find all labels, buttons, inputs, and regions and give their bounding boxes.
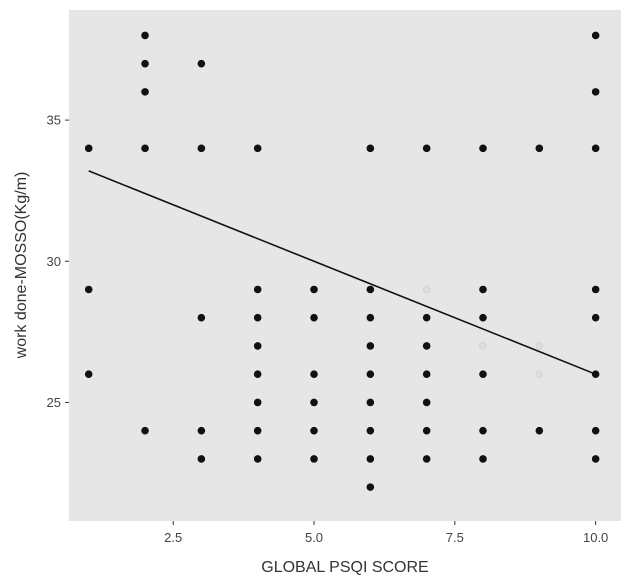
data-point (141, 88, 149, 96)
data-point (84, 285, 93, 294)
data-point (253, 455, 262, 463)
data-point (591, 426, 600, 435)
data-point (253, 313, 262, 322)
data-point (253, 285, 262, 294)
data-point (591, 455, 600, 463)
data-point (253, 426, 262, 435)
data-point (366, 426, 375, 435)
data-point (479, 313, 487, 322)
y-tick-label: 25 (47, 395, 61, 410)
data-point (141, 426, 149, 435)
data-point (310, 370, 318, 378)
data-point (253, 144, 262, 153)
data-point (197, 455, 206, 463)
faint-data-point (422, 285, 431, 294)
data-point (422, 370, 431, 378)
data-point (253, 398, 262, 407)
faint-data-point (479, 342, 487, 350)
data-point (535, 426, 544, 435)
data-point (366, 455, 375, 463)
data-point (197, 426, 206, 435)
data-point (310, 313, 318, 322)
faint-data-point (535, 342, 544, 350)
data-point (366, 342, 375, 350)
x-tick-label: 10.0 (583, 530, 608, 545)
data-point (479, 455, 487, 463)
x-tick-label: 5.0 (305, 530, 323, 545)
x-axis: 2.5 5.0 7.5 10.0 (164, 521, 608, 545)
data-point (310, 426, 318, 435)
data-point (422, 426, 431, 435)
data-point (310, 285, 318, 294)
data-point (591, 31, 600, 40)
data-point (479, 144, 487, 153)
data-point (479, 370, 487, 378)
data-point (84, 370, 93, 378)
data-point (310, 455, 318, 463)
data-point (479, 426, 487, 435)
data-point (591, 144, 600, 153)
data-point (197, 313, 206, 322)
data-point (366, 398, 375, 407)
data-points-layer (84, 31, 600, 491)
data-point (591, 285, 600, 294)
y-axis: 25 30 35 (47, 113, 69, 410)
x-tick-label: 7.5 (446, 530, 464, 545)
data-point (253, 370, 262, 378)
data-point (141, 59, 149, 68)
trend-line (88, 170, 596, 375)
data-point (591, 313, 600, 322)
data-point (422, 313, 431, 322)
faint-data-point (535, 370, 544, 378)
data-point (366, 313, 375, 322)
data-point (422, 398, 431, 407)
data-point (479, 285, 487, 294)
data-point (197, 59, 206, 68)
plot-panel (69, 10, 621, 521)
data-point (197, 144, 206, 153)
data-point (422, 342, 431, 350)
y-axis-title: work done-MOSSO(Kg/m) (13, 172, 30, 360)
y-tick-label: 35 (47, 113, 61, 128)
data-point (535, 144, 544, 153)
data-point (366, 370, 375, 378)
x-tick-label: 2.5 (164, 530, 182, 545)
trend-line-layer (88, 170, 596, 375)
data-point (366, 285, 375, 294)
data-point (310, 398, 318, 407)
data-point (366, 144, 375, 153)
data-point (422, 144, 431, 153)
data-point (422, 455, 431, 463)
y-tick-label: 30 (47, 254, 61, 269)
data-point (591, 88, 600, 96)
data-point (141, 144, 149, 153)
data-point (366, 483, 375, 491)
data-point (253, 342, 262, 350)
faint-points-layer (422, 285, 544, 378)
data-point (141, 31, 149, 40)
x-axis-title: GLOBAL PSQI SCORE (261, 559, 428, 576)
data-point (84, 144, 93, 153)
